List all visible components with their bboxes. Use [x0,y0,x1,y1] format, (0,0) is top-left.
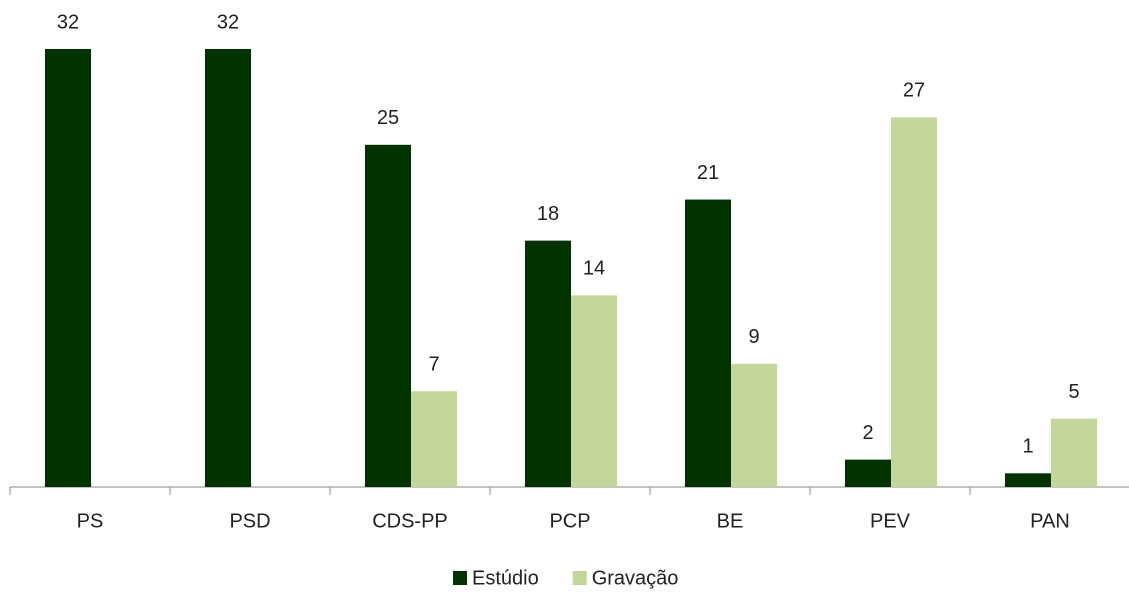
bar [411,391,457,487]
bar [1005,473,1051,487]
data-label: 27 [903,80,925,102]
bar [45,49,91,487]
x-tick-label: PAN [1030,510,1070,532]
data-label: 32 [217,11,239,33]
bar [365,144,411,487]
data-label: 18 [537,203,559,225]
data-label: 5 [1068,381,1079,403]
data-label: 7 [428,353,439,375]
x-tick-label: PCP [549,510,590,532]
x-tick-label: BE [717,510,744,532]
data-label: 2 [862,422,873,444]
bar [1051,418,1097,487]
bar [525,240,571,487]
data-label: 32 [57,11,79,33]
legend-swatch [572,571,587,585]
bar [731,363,777,487]
x-tick-label: PSD [229,510,270,532]
x-tick-label: PS [77,510,104,532]
x-tick-label: PEV [870,510,911,532]
legend-swatch [453,571,467,585]
bar [571,295,617,487]
legend-label: Gravação [592,567,679,589]
data-label: 9 [748,326,759,348]
legend-label: Estúdio [472,567,539,589]
bar [845,459,891,487]
data-label: 21 [697,162,719,184]
data-label: 25 [377,107,399,129]
data-label: 14 [583,258,605,280]
bar [891,117,937,487]
bar [205,49,251,487]
x-tick-label: CDS-PP [372,510,448,532]
data-label: 1 [1022,436,1033,458]
bar [685,199,731,487]
